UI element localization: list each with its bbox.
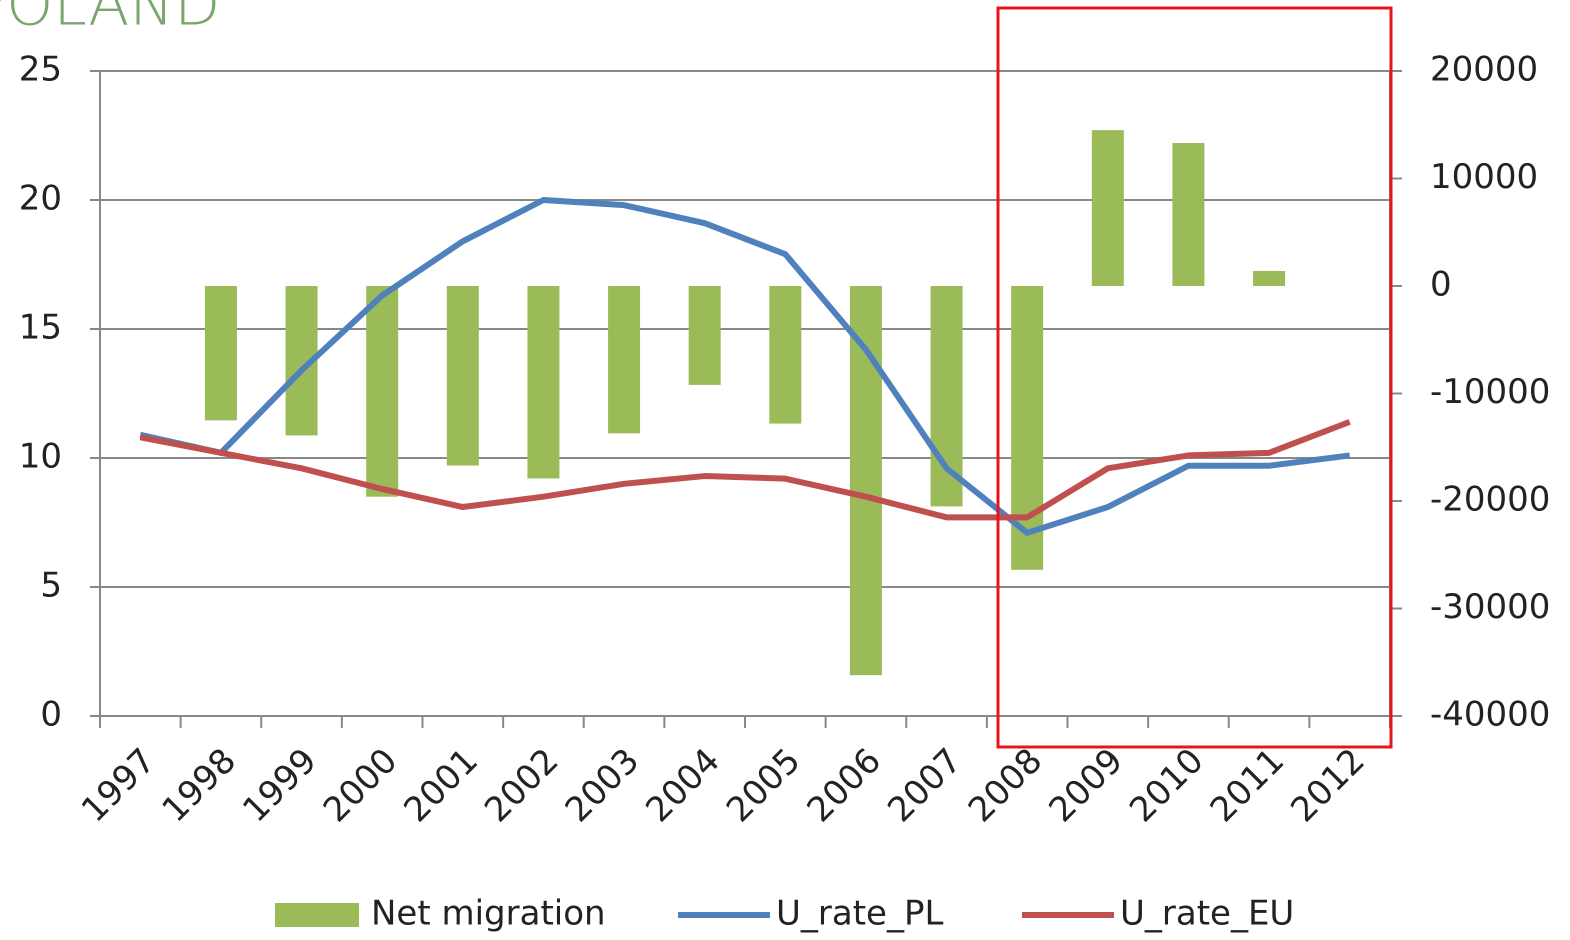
legend-label: Net migration (371, 894, 606, 934)
bar (446, 286, 479, 466)
x-tick-label: 2003 (558, 741, 647, 830)
bar (930, 286, 963, 507)
highlight-box (996, 6, 1393, 749)
x-tick-label: 1997 (74, 741, 163, 830)
bar (1253, 270, 1286, 286)
x-tick-label: 2001 (396, 741, 485, 830)
chart-title: POLAND (0, 0, 220, 40)
x-tick-label: 2006 (800, 741, 889, 830)
y-tick-label: 25 (19, 50, 62, 90)
x-tick-label: 2005 (719, 741, 808, 830)
x-tick-label: 2000 (316, 741, 405, 830)
x-tick-label: 2004 (638, 741, 727, 830)
y2-tick-label: -20000 (1430, 480, 1550, 520)
x-tick-label: 1998 (155, 741, 244, 830)
y2-tick-label: 0 (1430, 265, 1452, 305)
x-tick-label: 2002 (477, 741, 566, 830)
y-tick-label: 5 (40, 566, 62, 606)
x-tick-label: 2009 (1041, 741, 1130, 830)
x-tick-label: 2011 (1203, 741, 1292, 830)
legend-swatch (275, 903, 359, 927)
y2-tick-label: -30000 (1430, 587, 1550, 627)
y-tick-label: 0 (40, 695, 62, 735)
y2-tick-label: 20000 (1430, 50, 1538, 90)
line (139, 197, 1351, 536)
legend-label: U_rate_EU (1120, 894, 1294, 934)
bar (1172, 143, 1205, 286)
bar (849, 286, 882, 676)
y2-tick-label: -10000 (1430, 372, 1550, 412)
x-tick-label: 2008 (961, 741, 1050, 830)
bar (366, 286, 399, 497)
bar (608, 286, 641, 434)
bar (204, 286, 237, 421)
bar (1091, 130, 1124, 286)
x-tick-label: 1999 (235, 741, 324, 830)
x-tick-label: 2012 (1283, 741, 1372, 830)
x-tick-label: 2007 (880, 741, 969, 830)
y2-tick-label: -40000 (1430, 695, 1550, 735)
y-tick-label: 15 (19, 308, 62, 348)
x-tick-label: 2010 (1122, 741, 1211, 830)
bar (527, 286, 560, 479)
y2-tick-label: 10000 (1430, 157, 1538, 197)
y-tick-label: 10 (19, 437, 62, 477)
bar (688, 286, 721, 385)
legend-label: U_rate_PL (776, 894, 943, 934)
y-tick-label: 20 (19, 179, 62, 219)
bar (769, 286, 802, 424)
line (139, 419, 1351, 521)
